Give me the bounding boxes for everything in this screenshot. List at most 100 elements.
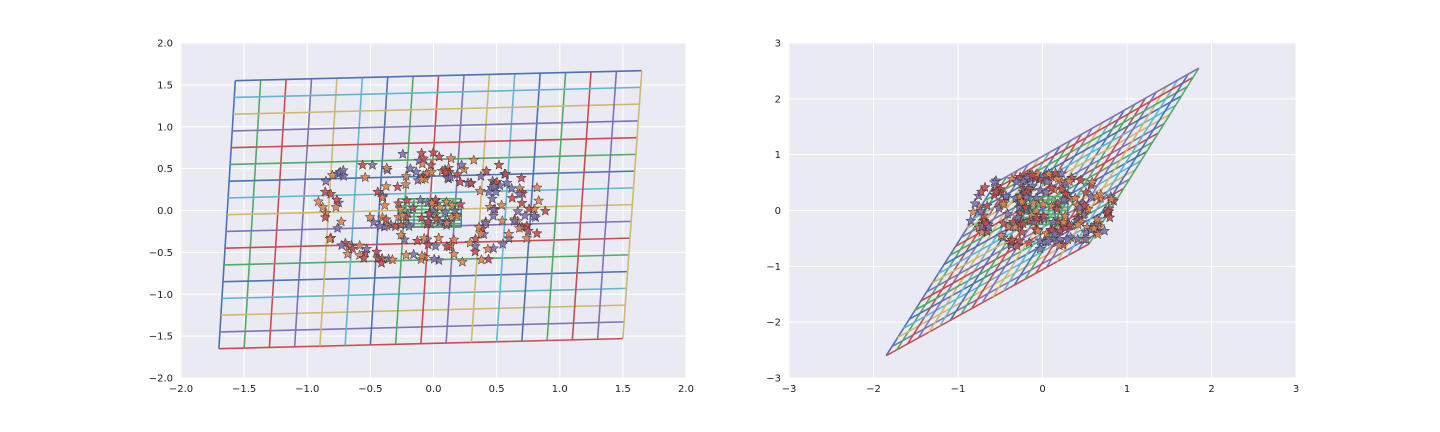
star-marker bbox=[496, 214, 508, 226]
star-marker bbox=[1030, 204, 1042, 216]
star-marker bbox=[427, 146, 439, 158]
star-marker bbox=[480, 165, 492, 176]
star-marker bbox=[1014, 190, 1026, 202]
star-marker bbox=[425, 166, 438, 177]
star-marker bbox=[1045, 182, 1058, 193]
star-marker bbox=[415, 253, 427, 265]
star-marker bbox=[371, 245, 383, 257]
star-marker bbox=[422, 216, 434, 227]
star-marker bbox=[486, 192, 498, 204]
grid-column-line bbox=[470, 74, 491, 343]
star-marker bbox=[1030, 192, 1042, 203]
star-marker bbox=[487, 210, 499, 221]
star-marker bbox=[506, 182, 518, 194]
star-marker bbox=[331, 193, 343, 205]
star-marker bbox=[360, 243, 373, 254]
grid-row-line bbox=[229, 170, 635, 182]
star-marker bbox=[416, 249, 428, 261]
star-marker bbox=[1031, 212, 1042, 223]
star-marker bbox=[981, 199, 993, 211]
x-tick-label: 2.0 bbox=[678, 384, 694, 395]
star-marker bbox=[440, 196, 452, 207]
star-marker bbox=[1011, 175, 1023, 187]
star-marker bbox=[439, 206, 451, 217]
y-tick-label: −1.0 bbox=[149, 290, 173, 301]
x-tick-label: 2 bbox=[1208, 384, 1214, 395]
star-marker bbox=[403, 220, 415, 232]
star-marker bbox=[519, 209, 531, 221]
star-marker bbox=[1086, 176, 1098, 188]
star-marker bbox=[1075, 174, 1087, 186]
x-tick-label: 0.0 bbox=[426, 384, 442, 395]
y-tick-label: 1.5 bbox=[157, 80, 173, 91]
star-marker bbox=[337, 164, 349, 176]
star-marker bbox=[400, 170, 412, 182]
star-marker bbox=[451, 168, 463, 180]
star-marker bbox=[448, 248, 460, 259]
star-marker bbox=[431, 213, 442, 224]
star-marker bbox=[1006, 173, 1018, 185]
star-marker bbox=[1046, 200, 1057, 211]
star-marker bbox=[414, 194, 426, 205]
star-marker bbox=[1105, 193, 1117, 204]
y-tick-label: 2 bbox=[775, 94, 781, 105]
star-marker bbox=[531, 227, 543, 239]
star-marker bbox=[428, 253, 440, 264]
star-marker bbox=[1098, 225, 1111, 236]
star-marker bbox=[528, 210, 541, 221]
x-tick-label: −1 bbox=[951, 384, 966, 395]
star-marker bbox=[503, 228, 515, 239]
star-marker bbox=[473, 221, 485, 233]
star-marker bbox=[375, 257, 388, 268]
star-marker bbox=[417, 152, 430, 164]
x-tick-label: −2 bbox=[866, 384, 881, 395]
star-marker bbox=[376, 191, 388, 203]
grid-row-line bbox=[885, 243, 1090, 357]
star-marker bbox=[482, 243, 494, 254]
star-marker bbox=[1063, 175, 1076, 187]
star-marker bbox=[496, 199, 508, 211]
grid-row-line bbox=[235, 69, 642, 82]
star-marker bbox=[522, 225, 534, 236]
star-marker bbox=[445, 152, 457, 164]
grid-row-line bbox=[232, 120, 639, 132]
star-marker bbox=[1104, 211, 1116, 223]
star-marker bbox=[521, 232, 533, 244]
star-marker bbox=[487, 203, 500, 215]
star-marker bbox=[426, 197, 438, 208]
y-tick-label: −2.0 bbox=[149, 374, 173, 385]
star-marker bbox=[1048, 232, 1060, 244]
star-marker bbox=[451, 210, 463, 221]
star-marker bbox=[356, 159, 369, 170]
star-marker bbox=[1034, 234, 1046, 246]
x-tick-label: −1.0 bbox=[295, 384, 319, 395]
star-marker bbox=[398, 233, 411, 245]
star-marker bbox=[449, 205, 461, 216]
y-tick-label: −3 bbox=[766, 374, 781, 385]
star-marker bbox=[1034, 242, 1046, 254]
star-marker bbox=[326, 169, 338, 181]
star-marker bbox=[1069, 192, 1081, 204]
star-marker bbox=[967, 206, 979, 217]
star-marker bbox=[422, 238, 434, 250]
x-tick-label: −3 bbox=[782, 384, 797, 395]
star-marker bbox=[440, 166, 452, 178]
star-marker bbox=[448, 233, 460, 245]
y-tick-label: 0.0 bbox=[157, 206, 173, 217]
star-marker bbox=[1026, 209, 1038, 220]
x-tick-label: 1 bbox=[1124, 384, 1130, 395]
star-marker bbox=[487, 242, 500, 254]
star-marker bbox=[1026, 169, 1038, 180]
star-marker bbox=[1056, 182, 1068, 194]
star-marker bbox=[446, 211, 458, 222]
star-marker bbox=[336, 239, 348, 251]
star-marker bbox=[1032, 225, 1044, 236]
star-marker bbox=[969, 197, 981, 209]
star-marker bbox=[364, 211, 376, 223]
star-marker bbox=[1056, 167, 1068, 179]
star-marker bbox=[501, 176, 513, 188]
star-marker bbox=[1012, 211, 1024, 222]
star-marker bbox=[441, 217, 453, 228]
star-marker bbox=[454, 176, 466, 187]
star-marker bbox=[513, 188, 526, 200]
